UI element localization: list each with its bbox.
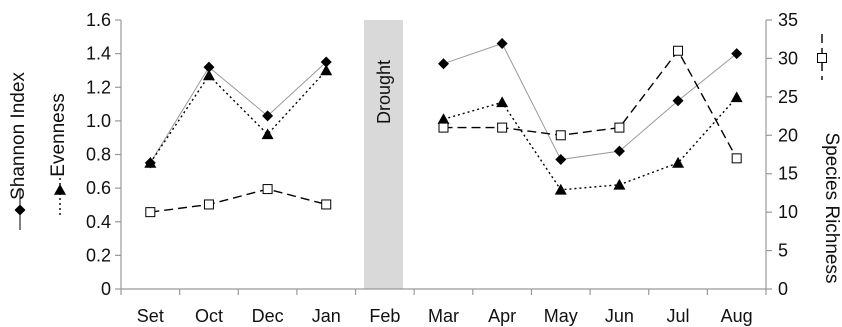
series-line [149,69,327,164]
x-tick-label: Dec [252,306,284,326]
data-point [203,61,215,73]
data-point [730,91,743,103]
data-point [321,199,332,210]
right-tick-label: 25 [778,87,798,107]
data-point [555,154,567,166]
data-point [437,113,450,124]
data-point [613,178,626,190]
data-point [672,156,685,168]
x-tick-label: Jul [667,306,690,326]
data-point [203,199,214,210]
right-tick-label: 10 [778,202,798,222]
left-tick-label: 1.2 [86,77,111,97]
series-species-richness [145,45,742,218]
data-point [614,122,625,133]
left-legend-keys [14,178,66,230]
left-tick-label: 1.4 [86,44,111,64]
shannon-index-axis-label: Shannon Index [8,72,29,200]
x-tick-label: Aug [721,306,753,326]
shannon-key-marker [14,204,26,216]
right-tick-label: 20 [778,125,798,145]
left-tick-label: 0.6 [86,178,111,198]
data-point [613,145,625,157]
right-axis-title-group: Species Richness [817,34,842,284]
right-legend-key [817,34,827,80]
data-point [554,183,567,195]
data-point [438,122,449,133]
data-point [438,58,449,70]
x-tick-label: Jan [312,306,341,326]
left-tick-label: 0.8 [86,145,111,165]
data-point [262,184,273,195]
data-point [320,64,333,76]
species-richness-axis-label: Species Richness [821,132,842,283]
x-tick-label: May [544,306,578,326]
left-tick-label: 1.6 [86,10,111,30]
series-layer [144,38,743,218]
data-point [202,69,215,81]
series-evenness [144,64,743,195]
right-tick-label: 0 [778,279,788,299]
data-point [731,153,742,164]
right-tick-label: 15 [778,164,798,184]
data-point [262,110,274,122]
series-line [149,61,327,164]
drought-band: Drought [364,20,403,289]
right-tick-label: 30 [778,48,798,68]
data-point [672,95,684,107]
series-line [443,96,738,191]
series-line [443,49,738,159]
data-point [261,128,274,140]
series-line [443,42,737,161]
right-tick-label: 5 [778,241,788,261]
data-point [496,38,508,50]
x-tick-label: Jun [605,306,634,326]
left-tick-label: 0 [101,279,111,299]
data-point [496,96,509,108]
data-point [673,45,684,56]
x-tick-label: Feb [369,306,400,326]
left-tick-label: 0.4 [86,212,111,232]
x-tick-label: Apr [488,306,516,326]
richness-key-marker [817,53,827,63]
data-point [497,122,508,133]
drought-shading [364,20,403,289]
left-tick-label: 1.0 [86,111,111,131]
data-point [144,156,157,168]
data-point [145,207,156,218]
evenness-key-marker [54,184,66,195]
data-point [320,56,332,68]
series-shannon-index [144,38,743,169]
left-axis-titles: Shannon Index Evenness [8,72,69,230]
evenness-axis-label: Evenness [48,93,69,176]
x-tick-label: Mar [428,306,459,326]
left-tick-label: 0.2 [86,245,111,265]
x-tick-label: Oct [195,306,223,326]
x-tick-label: Set [137,306,164,326]
axes: 0 0.2 0.4 0.6 0.8 1.0 1.2 1.4 1.6 0 5 10 15 20 25 30 35 S… [86,10,798,326]
right-tick-label: 35 [778,10,798,30]
series-line [150,188,327,213]
data-point [555,130,566,141]
drought-label: Drought [374,60,394,124]
data-point [731,48,743,60]
